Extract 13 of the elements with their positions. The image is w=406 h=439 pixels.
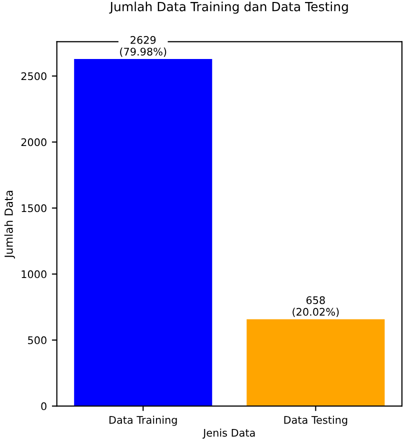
y-tick-label: 1000 — [22, 270, 46, 278]
x-tick-label: Data Training — [110, 416, 177, 426]
y-tick-label: 1500 — [22, 204, 46, 212]
y-tick-label: 0 — [41, 402, 46, 410]
y-tick-label: 2000 — [21, 138, 46, 146]
y-tick-label: 2500 — [21, 72, 46, 80]
chart-title: Jumlah Data Training dan Data Testing — [109, 2, 348, 14]
y-axis-title: Jumlah Data — [4, 190, 15, 259]
x-axis-title: Jenis Data — [202, 428, 255, 439]
y-tick-label: 500 — [28, 336, 46, 344]
data-label: 2629 (79.98%) — [120, 36, 166, 57]
x-tick-label: Data Testing — [284, 416, 348, 426]
data-label: 658 (20.02%) — [292, 296, 339, 318]
